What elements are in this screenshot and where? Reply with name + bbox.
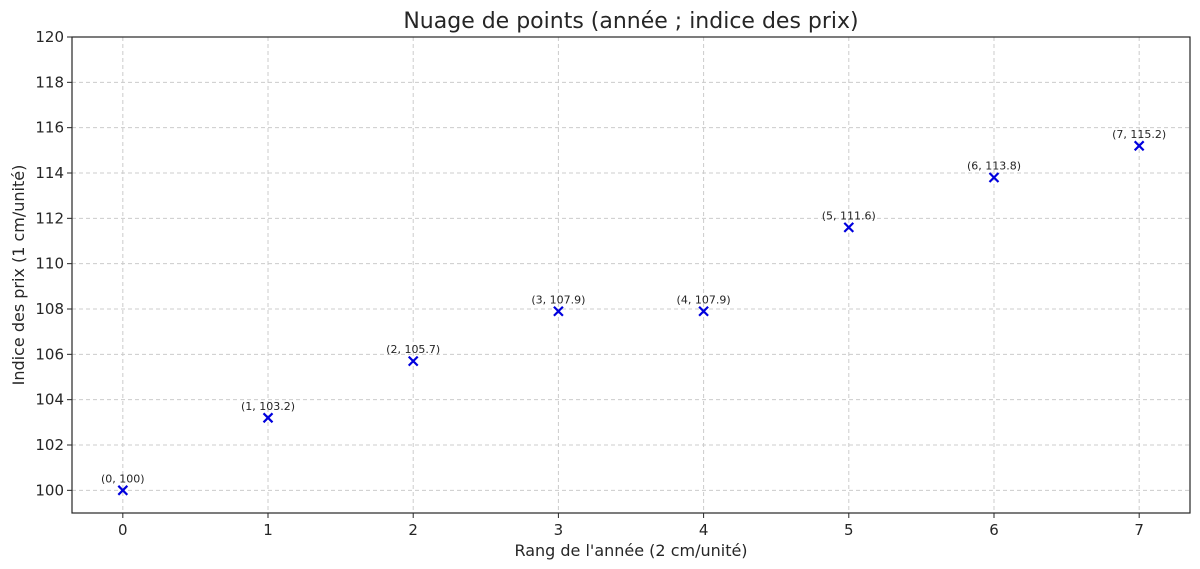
ticks-layer: 0 1 2 3 4 5 6 7 100 102 104 106 108 110 112 114 116 118 12… bbox=[35, 28, 1144, 539]
point-label: (4, 107.9) bbox=[677, 293, 731, 306]
data-point: (2, 105.7) bbox=[386, 343, 440, 367]
y-tick-label: 100 bbox=[35, 481, 64, 499]
x-tick-label: 5 bbox=[844, 521, 854, 539]
point-label: (0, 100) bbox=[101, 472, 145, 485]
point-label: (1, 103.2) bbox=[241, 400, 295, 413]
x-tick-label: 3 bbox=[554, 521, 564, 539]
x-tick-label: 4 bbox=[699, 521, 709, 539]
points-layer: (0, 100) (1, 103.2) (2, 105.7) (3, 107.9) (4… bbox=[101, 128, 1166, 496]
point-marker bbox=[262, 412, 274, 424]
point-label: (2, 105.7) bbox=[386, 343, 440, 356]
point-marker bbox=[117, 485, 129, 496]
x-tick-label: 6 bbox=[989, 521, 999, 539]
x-tick-label: 1 bbox=[263, 521, 273, 539]
point-marker bbox=[843, 222, 855, 233]
y-tick-label: 116 bbox=[35, 119, 64, 137]
point-marker bbox=[1133, 140, 1145, 152]
point-label: (5, 111.6) bbox=[822, 209, 876, 222]
y-tick-label: 108 bbox=[35, 300, 64, 318]
point-label: (3, 107.9) bbox=[531, 293, 585, 306]
x-tick-label: 7 bbox=[1134, 521, 1144, 539]
data-point: (0, 100) bbox=[101, 472, 145, 496]
y-tick-label: 112 bbox=[35, 209, 64, 227]
data-point: (6, 113.8) bbox=[967, 160, 1021, 183]
data-point: (1, 103.2) bbox=[241, 400, 295, 424]
grid-layer bbox=[72, 36, 1190, 513]
x-tick-label: 0 bbox=[118, 521, 128, 539]
point-label: (7, 115.2) bbox=[1112, 128, 1166, 141]
point-marker bbox=[553, 305, 564, 317]
y-tick-label: 110 bbox=[35, 255, 64, 273]
data-point: (5, 111.6) bbox=[822, 209, 876, 233]
point-marker bbox=[698, 305, 709, 317]
y-tick-label: 118 bbox=[35, 73, 64, 91]
point-label: (6, 113.8) bbox=[967, 160, 1021, 173]
data-point: (7, 115.2) bbox=[1112, 128, 1166, 152]
plot-frame bbox=[71, 36, 1191, 514]
y-tick-label: 102 bbox=[35, 436, 64, 454]
y-tick-label: 114 bbox=[35, 164, 64, 182]
x-tick-label: 2 bbox=[408, 521, 418, 539]
data-point: (3, 107.9) bbox=[531, 293, 585, 317]
point-marker bbox=[988, 172, 1000, 183]
data-point: (4, 107.9) bbox=[677, 293, 731, 317]
x-axis-label: Rang de l'année (2 cm/unité) bbox=[514, 541, 747, 560]
y-axis-label: Indice des prix (1 cm/unité) bbox=[9, 165, 28, 386]
y-tick-label: 106 bbox=[35, 345, 64, 363]
point-marker bbox=[407, 355, 419, 367]
y-tick-label: 120 bbox=[35, 28, 64, 46]
chart-title: Nuage de points (année ; indice des prix… bbox=[403, 9, 858, 34]
y-tick-label: 104 bbox=[35, 391, 64, 409]
